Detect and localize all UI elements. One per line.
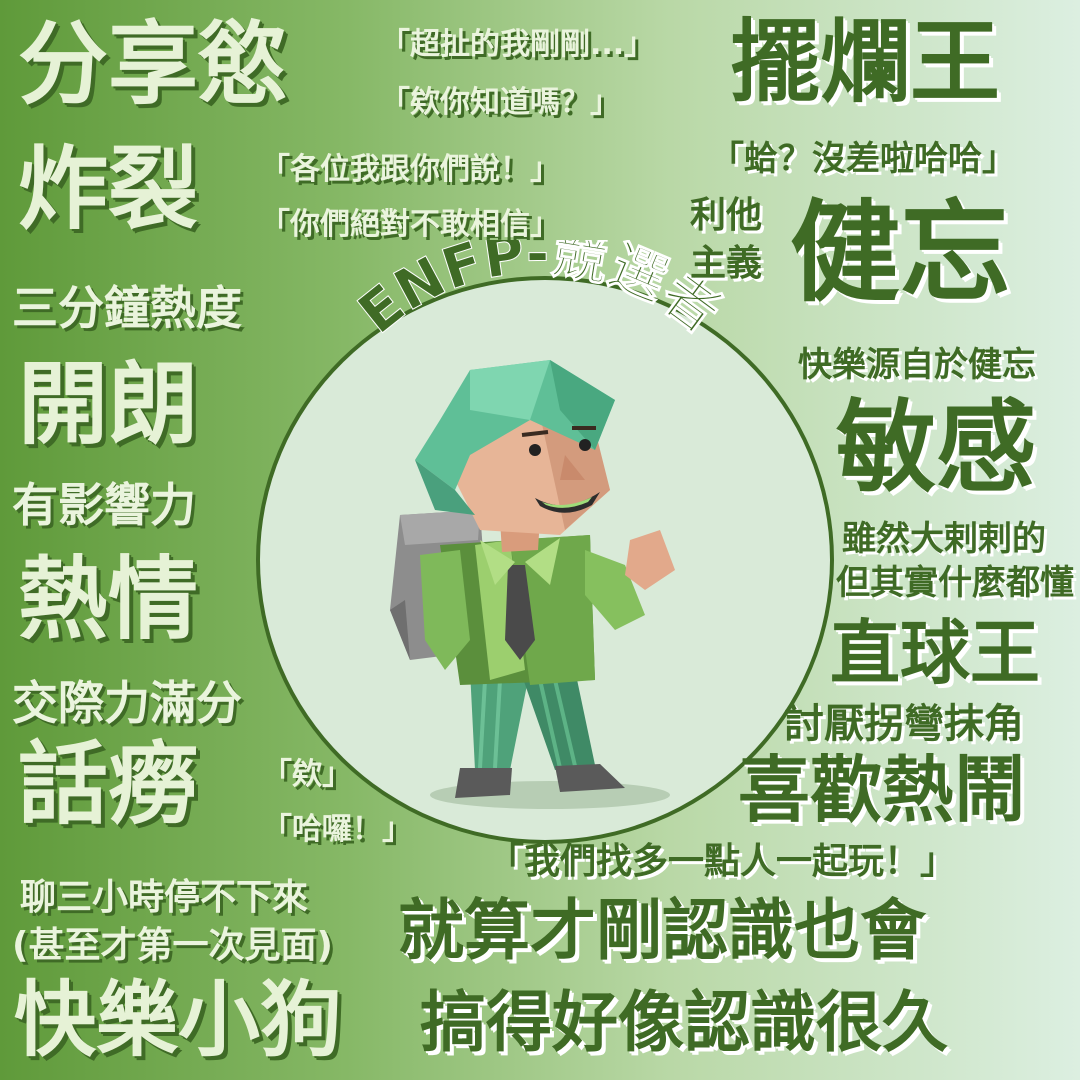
- quote-whatever: 「蛤？沒差啦哈哈」: [710, 139, 1016, 179]
- cartoon-campaigner-character-icon: [390, 360, 675, 809]
- understands-all-text: 但其實什麼都懂: [836, 563, 1074, 603]
- quote-everyone-listen: 「各位我跟你們說！」: [260, 152, 560, 187]
- quote-hello: 「哈囉！」: [262, 812, 412, 847]
- altruism-line2: 主義: [690, 243, 763, 284]
- happy-dog-heading: 快樂小狗: [14, 973, 343, 1068]
- share-desire-heading: 分享慾: [18, 12, 288, 117]
- quote-more-people: 「我們找多一點人一起玩！」: [488, 841, 957, 882]
- quote-you-know: 「欸你知道嗎？」: [380, 85, 620, 120]
- three-minute-enthusiasm: 三分鐘熱度: [12, 281, 242, 335]
- altruism-line1: 利他: [690, 195, 763, 236]
- chat-nonstop-text: 聊三小時停不下來: [20, 877, 309, 918]
- talkative-heading: 話癆: [18, 732, 198, 837]
- likes-lively-heading: 喜歡熱鬧: [738, 748, 1027, 832]
- quote-you-wont-believe: 「你們絕對不敢相信」: [260, 207, 560, 242]
- passion-heading: 熱情: [18, 547, 198, 652]
- circle-title-arc: ENFP-競選者: [346, 240, 733, 347]
- happiness-source-text: 快樂源自於健忘: [798, 345, 1036, 385]
- svg-text:ENFP-競選者: ENFP-競選者: [347, 240, 733, 347]
- slacker-king-heading: 擺爛王: [730, 10, 1000, 115]
- seems-careless-text: 雖然大剌剌的: [842, 519, 1046, 559]
- straight-king-heading: 直球王: [830, 612, 1040, 694]
- first-meet-text: (甚至才第一次見面): [12, 925, 333, 966]
- sensitive-heading: 敏感: [836, 389, 1036, 506]
- just-met-line2: 搞得好像認識很久: [420, 984, 948, 1061]
- quote-hey: 「欸」: [262, 757, 352, 792]
- quote-crazy-just-now: 「超扯的我剛剛...」: [380, 27, 655, 62]
- forgetful-heading: 健忘: [790, 189, 1010, 317]
- influential-text: 有影響力: [12, 478, 196, 532]
- campaigner-title: ENFP-競選者: [346, 240, 733, 347]
- explode-heading: 炸裂: [18, 137, 198, 242]
- hates-beating-text: 討厭拐彎抹角: [784, 701, 1024, 747]
- cheerful-heading: 開朗: [18, 352, 198, 457]
- social-full-text: 交際力滿分: [12, 676, 242, 730]
- just-met-line1: 就算才剛認識也會: [398, 892, 926, 969]
